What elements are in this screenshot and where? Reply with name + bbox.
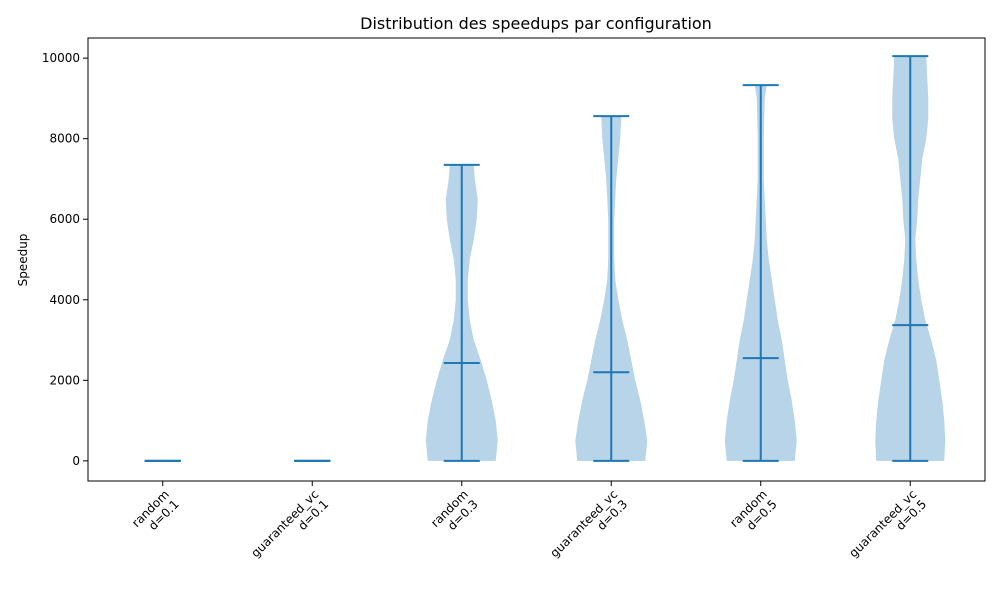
x-tick-label: guaranteed_vcd=0.1: [248, 487, 331, 570]
y-tick-label: 0: [72, 454, 80, 468]
x-tick-label: guaranteed_vcd=0.5: [846, 487, 929, 570]
x-axis-ticks: randomd=0.1 guaranteed_vcd=0.1 randomd=0.3…: [129, 481, 929, 570]
chart-title: Distribution des speedups par configurat…: [360, 14, 712, 33]
y-axis-label: Speedup: [16, 234, 30, 287]
plot-frame: [87, 37, 986, 482]
y-tick-label: 6000: [49, 212, 80, 226]
y-tick-label: 10000: [42, 51, 80, 65]
x-tick-label: randomd=0.3: [428, 487, 481, 540]
x-tick-label: guaranteed_vcd=0.3: [547, 487, 630, 570]
y-axis-ticks: 0 2000 4000 6000 8000 10000: [42, 51, 88, 468]
x-tick-label: randomd=0.1: [129, 487, 182, 540]
y-tick-label: 4000: [49, 293, 80, 307]
violin-layer: [144, 55, 946, 462]
x-tick-label: randomd=0.5: [727, 487, 780, 540]
y-tick-label: 8000: [49, 132, 80, 146]
y-tick-label: 2000: [49, 373, 80, 387]
